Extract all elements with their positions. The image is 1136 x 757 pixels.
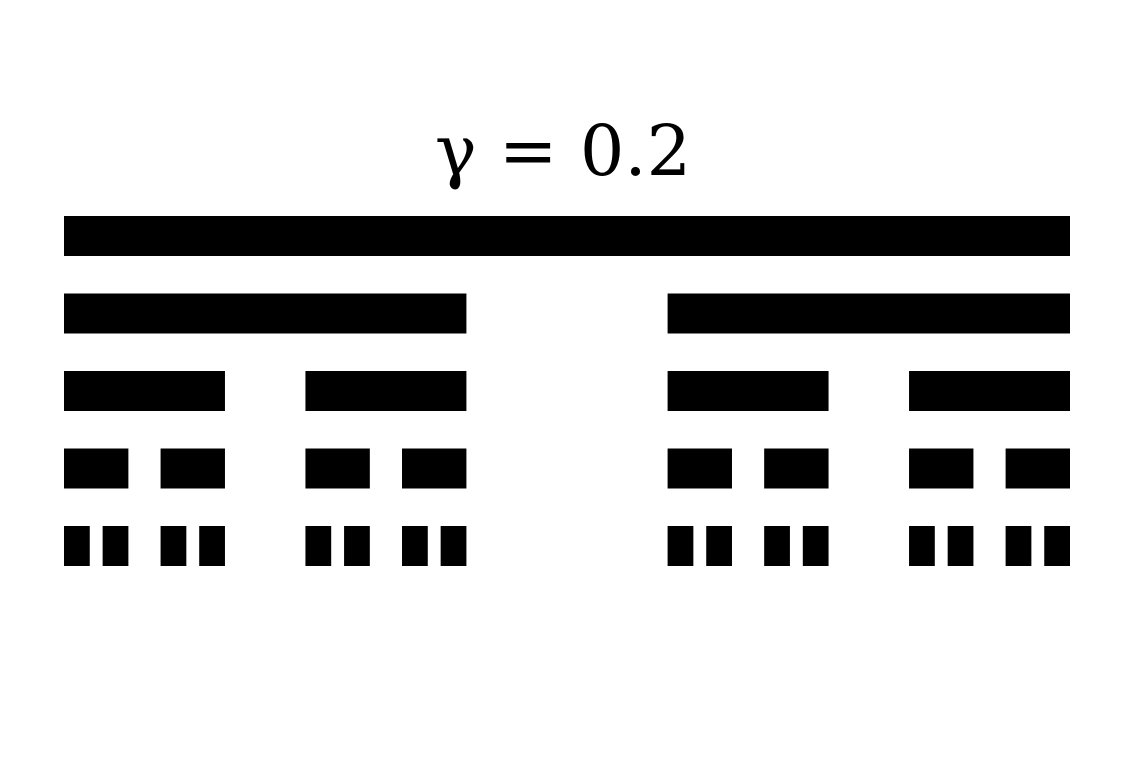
cantor-bar-level-2-1: [64, 293, 467, 334]
cantor-bar-level-5-12: [802, 526, 829, 566]
cantor-bar-level-5-3: [160, 526, 187, 566]
cantor-bar-level-3-3: [667, 371, 829, 411]
cantor-bar-level-4-5: [667, 448, 732, 489]
cantor-bar-level-5-9: [667, 526, 694, 566]
cantor-bar-level-3-1: [64, 371, 225, 411]
cantor-bar-level-5-8: [440, 526, 467, 566]
cantor-bar-level-4-3: [305, 448, 370, 489]
cantor-bar-level-4-1: [64, 448, 129, 489]
cantor-bar-level-3-2: [305, 371, 467, 411]
cantor-bar-level-1-1: [64, 216, 1070, 256]
cantor-bar-level-4-4: [402, 448, 467, 489]
cantor-bar-level-5-10: [706, 526, 732, 566]
cantor-bar-level-5-2: [102, 526, 129, 566]
cantor-bar-level-5-7: [402, 526, 428, 566]
cantor-bar-level-4-7: [909, 448, 974, 489]
cantor-bar-level-5-14: [947, 526, 974, 566]
cantor-bar-level-5-11: [764, 526, 790, 566]
cantor-bar-level-4-8: [1005, 448, 1070, 489]
cantor-bar-level-2-2: [667, 293, 1070, 334]
cantor-bar-level-4-2: [160, 448, 225, 489]
cantor-bar-level-4-6: [764, 448, 829, 489]
cantor-bar-level-5-1: [64, 526, 90, 566]
cantor-levels: [64, 216, 1070, 566]
cantor-bar-level-3-4: [909, 371, 1070, 411]
figure-title: γ = 0.2: [435, 110, 691, 192]
cantor-bar-level-5-4: [199, 526, 225, 566]
cantor-bar-level-5-16: [1044, 526, 1070, 566]
cantor-bar-level-5-13: [909, 526, 935, 566]
cantor-bar-level-5-5: [305, 526, 332, 566]
cantor-bar-level-5-6: [344, 526, 370, 566]
cantor-bar-level-5-15: [1005, 526, 1032, 566]
